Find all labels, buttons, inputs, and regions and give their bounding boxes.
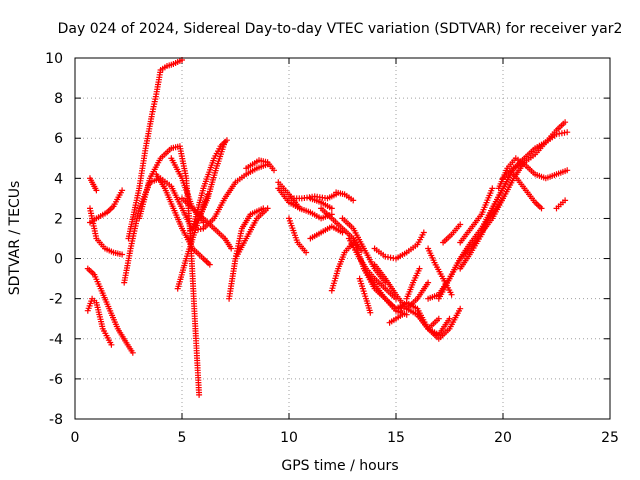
series-track-au bbox=[500, 119, 569, 182]
marker-track bbox=[187, 139, 228, 234]
x-tick-label: 10 bbox=[280, 430, 298, 446]
series-track-u bbox=[286, 215, 310, 256]
series-track-h bbox=[121, 175, 207, 286]
marker-track bbox=[414, 305, 464, 342]
marker-track bbox=[232, 205, 271, 262]
series-track-aw bbox=[553, 197, 569, 212]
marker-track bbox=[286, 215, 310, 256]
marker-track bbox=[339, 215, 389, 286]
marker-track bbox=[87, 187, 126, 226]
series-track-c bbox=[84, 265, 136, 356]
series-track-r bbox=[243, 157, 277, 174]
y-axis-label: SDTVAR / TECUs bbox=[7, 181, 23, 296]
series-track-p bbox=[226, 205, 267, 302]
series-track-i bbox=[153, 171, 213, 268]
series-track-e bbox=[87, 187, 126, 226]
data-layer bbox=[84, 57, 571, 398]
y-tick-label: 4 bbox=[54, 171, 63, 187]
y-tick-label: -2 bbox=[49, 292, 63, 308]
series-track-v bbox=[286, 191, 340, 202]
x-tick-label: 5 bbox=[178, 430, 187, 446]
marker-track bbox=[457, 185, 496, 246]
series-track-f bbox=[87, 205, 126, 258]
marker-track bbox=[286, 191, 340, 202]
marker-track bbox=[87, 175, 100, 194]
marker-track bbox=[307, 195, 335, 212]
tick-layer: 0 5 10 15 20 25 -8 -6 -4 -2 0 2 4 6 8 10 bbox=[45, 51, 619, 446]
marker-track bbox=[189, 137, 230, 232]
series-track-q bbox=[232, 205, 271, 262]
x-axis-label: GPS time / hours bbox=[281, 458, 398, 474]
x-tick-label: 20 bbox=[494, 430, 512, 446]
series-track-av bbox=[510, 171, 545, 212]
marker-track bbox=[328, 239, 357, 294]
series-track-o bbox=[200, 161, 271, 232]
series-track-al bbox=[414, 305, 464, 342]
series-track-ar bbox=[457, 185, 496, 246]
series-track-g bbox=[87, 175, 100, 194]
y-tick-label: -4 bbox=[49, 332, 63, 348]
series-track-n bbox=[189, 137, 230, 232]
x-tick-label: 25 bbox=[601, 430, 619, 446]
marker-track bbox=[510, 171, 545, 212]
grid-layer bbox=[75, 58, 610, 419]
y-tick-label: 2 bbox=[54, 211, 63, 227]
marker-track bbox=[371, 229, 427, 262]
y-tick-label: -6 bbox=[49, 372, 63, 388]
series-track-aa bbox=[328, 239, 357, 294]
y-tick-label: 10 bbox=[45, 51, 63, 67]
marker-track bbox=[356, 275, 374, 316]
series-track-ai bbox=[371, 229, 427, 262]
series-track-x bbox=[307, 223, 346, 242]
marker-track bbox=[87, 205, 126, 258]
x-tick-label: 0 bbox=[71, 430, 80, 446]
marker-track bbox=[84, 295, 115, 348]
y-tick-label: 6 bbox=[54, 131, 63, 147]
marker-track bbox=[243, 157, 277, 174]
x-tick-label: 15 bbox=[387, 430, 405, 446]
marker-track bbox=[553, 197, 569, 212]
series-track-ap bbox=[440, 221, 464, 246]
series-track-ab bbox=[339, 215, 389, 286]
marker-track bbox=[500, 119, 569, 182]
marker-track bbox=[200, 161, 271, 232]
marker-track bbox=[386, 311, 406, 326]
y-tick-label: 8 bbox=[54, 91, 63, 107]
series-track-d bbox=[84, 295, 115, 348]
marker-track bbox=[84, 265, 136, 356]
marker-track bbox=[307, 223, 346, 242]
series-track-b bbox=[136, 143, 203, 398]
series-track-aj bbox=[386, 311, 406, 326]
series-track-af bbox=[356, 275, 374, 316]
marker-track bbox=[440, 221, 464, 246]
marker-track bbox=[125, 57, 185, 242]
series-track-a bbox=[125, 57, 185, 242]
marker-track bbox=[403, 265, 423, 302]
marker-track bbox=[136, 143, 203, 398]
marker-track bbox=[226, 205, 267, 302]
marker-track bbox=[153, 171, 213, 268]
marker-track bbox=[121, 175, 207, 286]
chart-title: Day 024 of 2024, Sidereal Day-to-day VTE… bbox=[58, 21, 623, 37]
marker-track bbox=[333, 189, 357, 204]
y-tick-label: -8 bbox=[49, 412, 63, 428]
y-tick-label: 0 bbox=[54, 252, 63, 268]
plot-frame bbox=[74, 57, 611, 420]
series-track-ak bbox=[403, 265, 423, 302]
series-track-z bbox=[333, 189, 357, 204]
series-track-w bbox=[307, 195, 335, 212]
series-track-m bbox=[187, 139, 228, 234]
